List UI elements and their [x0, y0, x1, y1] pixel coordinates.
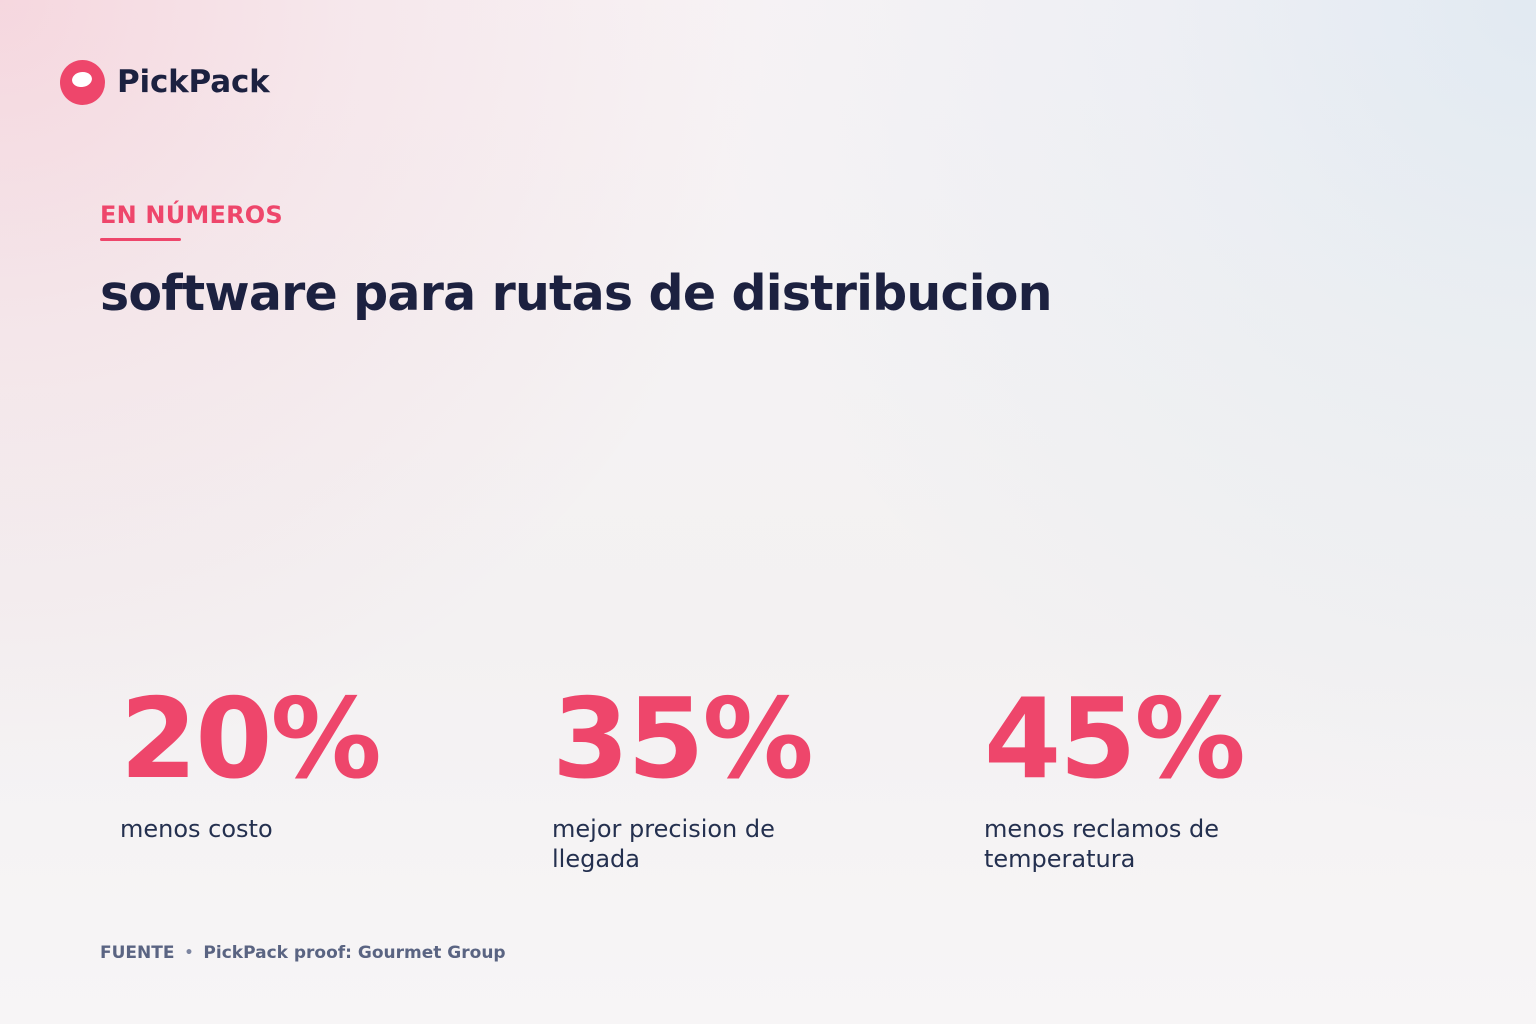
stat-label: mejor precision de llegada [552, 815, 775, 874]
source-separator: • [184, 944, 194, 961]
source-line: FUENTE • PickPack proof: Gourmet Group [100, 945, 506, 962]
stats-grid: 20% menos costo 35% mejor precision de l… [120, 684, 1416, 875]
stat-card: 45% menos reclamos de temperatura [984, 684, 1416, 875]
stat-value: 35% [552, 675, 814, 804]
pickpack-logo-icon [60, 60, 105, 105]
eyebrow-underline [100, 238, 181, 241]
stat-label: menos reclamos de temperatura [984, 815, 1220, 874]
stat-card: 20% menos costo [120, 684, 552, 875]
stat-value: 20% [120, 675, 382, 804]
stat-label: menos costo [120, 815, 273, 843]
stat-card: 35% mejor precision de llegada [552, 684, 984, 875]
stat-value: 45% [984, 675, 1246, 804]
brand-name: PickPack [117, 64, 270, 100]
source-label: FUENTE [100, 943, 175, 963]
section-eyebrow: EN NÚMEROS [100, 201, 283, 229]
source-text: PickPack proof: Gourmet Group [203, 943, 506, 963]
page-title: software para rutas de distribucion [100, 265, 1053, 322]
brand-logo: PickPack [60, 60, 270, 105]
